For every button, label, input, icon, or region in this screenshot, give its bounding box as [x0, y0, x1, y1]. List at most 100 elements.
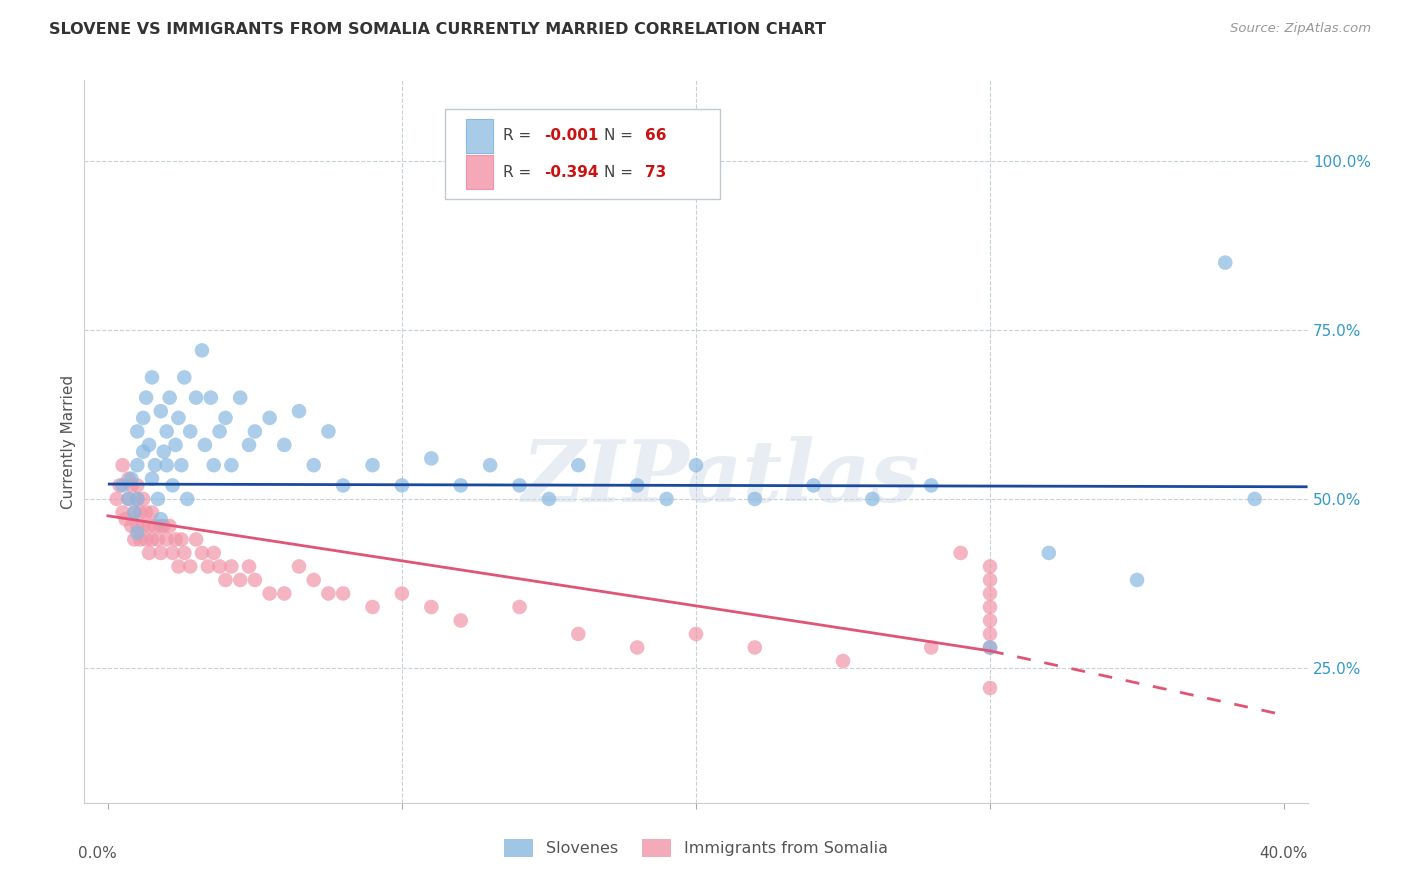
Point — [129, 505, 152, 519]
Point — [167, 559, 190, 574]
Point — [165, 533, 187, 547]
Point — [111, 478, 134, 492]
FancyBboxPatch shape — [446, 109, 720, 200]
Point — [124, 505, 146, 519]
Point — [450, 614, 472, 628]
Point — [361, 599, 384, 614]
Point — [202, 546, 225, 560]
Point — [132, 491, 155, 506]
Point — [111, 458, 134, 472]
Point — [450, 478, 472, 492]
Point — [165, 438, 187, 452]
Point — [221, 458, 243, 472]
Point — [141, 533, 163, 547]
Legend: Slovenes, Immigrants from Somalia: Slovenes, Immigrants from Somalia — [498, 832, 894, 863]
Point — [208, 425, 231, 439]
Point — [361, 458, 384, 472]
Point — [176, 491, 198, 506]
Y-axis label: Currently Married: Currently Married — [60, 375, 76, 508]
Point — [1038, 546, 1060, 560]
Point — [288, 404, 311, 418]
Point — [149, 546, 172, 560]
Point — [803, 478, 825, 492]
Point — [191, 546, 214, 560]
Point — [111, 505, 134, 519]
Point — [979, 614, 1001, 628]
Point — [202, 458, 225, 472]
Point — [167, 411, 190, 425]
Point — [184, 533, 207, 547]
Point — [170, 533, 193, 547]
Point — [135, 533, 157, 547]
Point — [626, 640, 648, 655]
Point — [420, 451, 443, 466]
Text: Source: ZipAtlas.com: Source: ZipAtlas.com — [1230, 22, 1371, 36]
Point — [567, 627, 589, 641]
Text: R =: R = — [503, 164, 536, 179]
Point — [221, 559, 243, 574]
Bar — [465, 119, 494, 153]
Point — [132, 411, 155, 425]
Point — [149, 404, 172, 418]
Text: 0.0%: 0.0% — [79, 847, 117, 861]
Point — [127, 425, 149, 439]
Point — [238, 559, 260, 574]
Point — [143, 458, 166, 472]
Point — [979, 573, 1001, 587]
Point — [173, 546, 195, 560]
Point — [149, 512, 172, 526]
Point — [117, 491, 139, 506]
Text: -0.001: -0.001 — [544, 128, 599, 144]
Point — [318, 425, 340, 439]
Point — [860, 491, 883, 506]
Text: -0.394: -0.394 — [544, 164, 599, 179]
Point — [159, 519, 181, 533]
Point — [179, 425, 201, 439]
Text: 73: 73 — [644, 164, 666, 179]
Point — [273, 586, 295, 600]
Point — [152, 444, 174, 458]
Point — [138, 438, 160, 452]
Point — [920, 478, 942, 492]
Point — [655, 491, 678, 506]
Point — [124, 533, 146, 547]
Point — [302, 458, 325, 472]
Point — [214, 573, 236, 587]
Point — [685, 627, 707, 641]
Point — [141, 472, 163, 486]
Point — [132, 444, 155, 458]
Point — [949, 546, 972, 560]
Point — [141, 505, 163, 519]
Point — [214, 411, 236, 425]
Point — [132, 519, 155, 533]
Point — [120, 472, 142, 486]
Point — [184, 391, 207, 405]
Point — [162, 546, 184, 560]
Point — [156, 425, 179, 439]
Point — [105, 491, 128, 506]
Point — [152, 519, 174, 533]
Point — [129, 533, 152, 547]
Point — [200, 391, 222, 405]
Point — [127, 519, 149, 533]
Point — [117, 491, 139, 506]
Point — [979, 586, 1001, 600]
Point — [391, 478, 413, 492]
Point — [509, 478, 531, 492]
Text: N =: N = — [605, 128, 638, 144]
Point — [138, 546, 160, 560]
Point — [1243, 491, 1265, 506]
Point — [332, 586, 354, 600]
Point — [156, 533, 179, 547]
Point — [143, 519, 166, 533]
Point — [288, 559, 311, 574]
Point — [1126, 573, 1149, 587]
Text: N =: N = — [605, 164, 638, 179]
Point — [120, 519, 142, 533]
Point — [318, 586, 340, 600]
Point — [238, 438, 260, 452]
Point — [149, 519, 172, 533]
Point — [135, 391, 157, 405]
Point — [127, 491, 149, 506]
Point — [243, 425, 266, 439]
